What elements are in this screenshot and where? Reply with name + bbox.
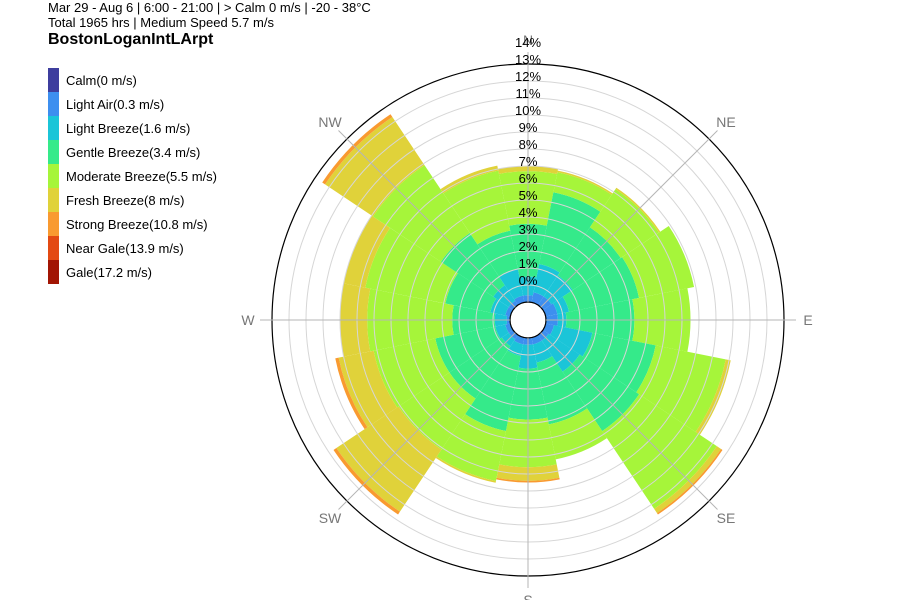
rose-sector-segment bbox=[477, 230, 518, 277]
legend-swatch bbox=[48, 236, 59, 260]
rose-sector-segment bbox=[435, 456, 496, 483]
rose-sector-segment bbox=[343, 215, 391, 288]
radial-tick-label: 6% bbox=[519, 171, 538, 186]
radial-tick-label: 12% bbox=[515, 69, 541, 84]
rose-sector-segment bbox=[636, 345, 726, 433]
rose-sector-segment bbox=[507, 340, 524, 356]
legend-label: Gentle Breeze(3.4 m/s) bbox=[66, 144, 201, 160]
rose-sector-segment bbox=[562, 257, 640, 312]
legend-swatch bbox=[48, 116, 59, 140]
legend-label: Moderate Breeze(5.5 m/s) bbox=[66, 168, 218, 184]
grid-spoke bbox=[540, 332, 718, 510]
rose-sector-segment bbox=[322, 114, 393, 185]
rose-sector-segment bbox=[615, 187, 661, 233]
legend-item-light-air: Light Air(0.3 m/s) bbox=[48, 92, 217, 116]
direction-label: SW bbox=[319, 510, 342, 526]
rose-sector-segment bbox=[552, 296, 569, 315]
legend-swatch bbox=[48, 188, 59, 212]
legend-item-light-breeze: Light Breeze(1.6 m/s) bbox=[48, 116, 217, 140]
legend-label: Near Gale(13.9 m/s) bbox=[66, 240, 184, 256]
grid-spoke bbox=[540, 130, 718, 308]
rose-sector-segment bbox=[654, 446, 722, 514]
legend-item-near-gale: Near Gale(13.9 m/s) bbox=[48, 236, 217, 260]
rose-sector-segment bbox=[695, 359, 731, 435]
rose-sector-segment bbox=[490, 298, 509, 316]
direction-label: N bbox=[523, 32, 533, 48]
radial-tick-label: 3% bbox=[519, 222, 538, 237]
legend-swatch bbox=[48, 260, 59, 284]
rose-sector-segment bbox=[539, 192, 601, 273]
grid-spoke bbox=[338, 130, 516, 308]
direction-label: NE bbox=[716, 114, 735, 130]
radial-tick-label: 9% bbox=[519, 120, 538, 135]
rose-sector-segment bbox=[499, 268, 524, 300]
center-circle bbox=[509, 301, 547, 339]
legend-item-gentle-breeze: Gentle Breeze(3.4 m/s) bbox=[48, 140, 217, 164]
date-range-summary: Mar 29 - Aug 6 | 6:00 - 21:00 | > Calm 0… bbox=[48, 0, 371, 15]
rose-sector-segment bbox=[505, 323, 514, 333]
legend-label: Strong Breeze(10.8 m/s) bbox=[66, 216, 208, 232]
radial-tick-label: 11% bbox=[515, 86, 540, 101]
legend-item-strong-breeze: Strong Breeze(10.8 m/s) bbox=[48, 212, 217, 236]
legend-swatch bbox=[48, 212, 59, 236]
rose-sector-segment bbox=[542, 323, 554, 335]
rose-sector-segment bbox=[445, 273, 497, 313]
radial-tick-label: 13% bbox=[515, 52, 541, 67]
rose-sector-segment bbox=[536, 356, 588, 425]
grid-spoke bbox=[338, 332, 516, 510]
label-layer: N NE E SE S SW W NW 0% 1% 2% 3% 4% 5% 6% 7% 8% 9% 10% 11% 12… bbox=[241, 32, 812, 600]
radial-tick-label: 8% bbox=[519, 137, 538, 152]
rose-sector-segment bbox=[373, 338, 450, 408]
rose-sector-segment bbox=[335, 357, 368, 430]
radial-tick-label: 10% bbox=[515, 103, 541, 118]
radial-tick-label: 5% bbox=[519, 188, 538, 203]
rose-sector-segment bbox=[533, 263, 560, 297]
legend-swatch bbox=[48, 92, 59, 116]
legend-label: Gale(17.2 m/s) bbox=[66, 264, 152, 280]
legend-swatch bbox=[48, 68, 59, 92]
rose-sector-segment bbox=[365, 227, 458, 304]
legend-item-gale: Gale(17.2 m/s) bbox=[48, 260, 217, 284]
rose-sector-segment bbox=[622, 225, 695, 298]
rose-sector-segment bbox=[333, 448, 400, 515]
rose-sector-segment bbox=[582, 332, 656, 393]
rose-sector-segment bbox=[443, 170, 511, 245]
chart-header: Mar 29 - Aug 6 | 6:00 - 21:00 | > Calm 0… bbox=[48, 0, 371, 50]
rose-sector-segment bbox=[495, 324, 509, 339]
direction-label: S bbox=[523, 592, 532, 600]
rose-sector-segment bbox=[557, 170, 613, 195]
legend-label: Fresh Breeze(8 m/s) bbox=[66, 192, 185, 208]
legend-label: Light Breeze(1.6 m/s) bbox=[66, 120, 191, 136]
legend-label: Light Air(0.3 m/s) bbox=[66, 96, 165, 112]
legend-swatch bbox=[48, 140, 59, 164]
rose-sector-segment bbox=[542, 303, 558, 317]
station-title: BostonLoganIntLArpt bbox=[48, 31, 214, 48]
rose-sector-segment bbox=[496, 477, 560, 483]
radial-tick-label: 0% bbox=[519, 273, 538, 288]
rose-sector-segment bbox=[338, 350, 398, 428]
total-hours-summary: Total 1965 hrs | Medium Speed 5.7 m/s bbox=[48, 15, 274, 30]
radial-tick-label: 7% bbox=[519, 154, 538, 169]
grid-layer bbox=[260, 52, 796, 588]
radial-tick-label: 4% bbox=[519, 205, 538, 220]
radial-tick-label: 1% bbox=[519, 256, 538, 271]
legend: Calm(0 m/s) Light Air(0.3 m/s) Light Bre… bbox=[48, 68, 217, 284]
rose-sector-segment bbox=[505, 307, 514, 317]
direction-label: W bbox=[241, 312, 255, 328]
legend-item-moderate-breeze: Moderate Breeze(5.5 m/s) bbox=[48, 164, 217, 188]
radial-tick-label: 2% bbox=[519, 239, 538, 254]
radial-tick-label: 14% bbox=[515, 35, 541, 50]
rose-sector-segment bbox=[436, 414, 506, 482]
legend-swatch bbox=[48, 164, 59, 188]
legend-item-fresh-breeze: Fresh Breeze(8 m/s) bbox=[48, 188, 217, 212]
legend-label: Calm(0 m/s) bbox=[66, 72, 137, 88]
rose-sector-segment bbox=[531, 292, 544, 306]
rose-sector-segment bbox=[435, 326, 501, 373]
legend-item-calm: Calm(0 m/s) bbox=[48, 68, 217, 92]
direction-label: SE bbox=[717, 510, 736, 526]
direction-label: E bbox=[803, 312, 812, 328]
direction-label: NW bbox=[318, 114, 342, 130]
